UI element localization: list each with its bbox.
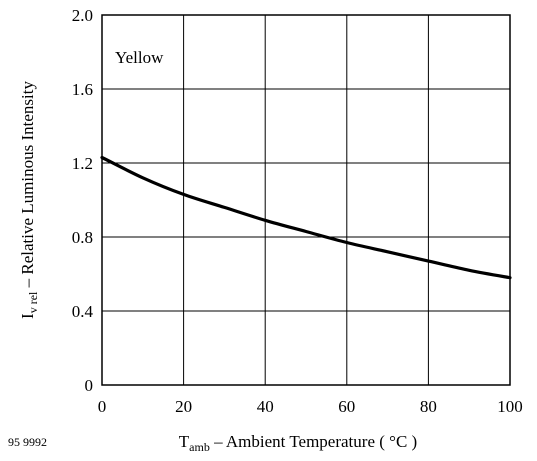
- series-annotation: Yellow: [115, 48, 164, 67]
- x-tick-label: 20: [175, 397, 192, 416]
- y-tick-label: 1.6: [72, 80, 93, 99]
- x-tick-label: 60: [338, 397, 355, 416]
- y-tick-label: 0: [85, 376, 94, 395]
- y-tick-label: 0.8: [72, 228, 93, 247]
- curve-yellow: [100, 155, 512, 280]
- x-axis-title: Tamb – Ambient Temperature ( °C ): [179, 432, 417, 454]
- grid-lines: [102, 15, 510, 385]
- y-tick-label: 1.2: [72, 154, 93, 173]
- y-tick-label: 2.0: [72, 6, 93, 25]
- x-tick-label: 80: [420, 397, 437, 416]
- x-tick-labels: 0 20 40 60 80 100: [98, 397, 523, 416]
- plot-frame: [101, 14, 511, 386]
- x-tick-label: 100: [497, 397, 523, 416]
- x-tick-label: 40: [257, 397, 274, 416]
- y-axis-title: Iv rel – Relative Luminous Intensity: [18, 81, 40, 319]
- y-tick-label: 0.4: [72, 302, 94, 321]
- y-tick-labels: 0 0.4 0.8 1.2 1.6 2.0: [72, 6, 94, 395]
- x-tick-label: 0: [98, 397, 107, 416]
- figure-code: 95 9992: [8, 435, 47, 449]
